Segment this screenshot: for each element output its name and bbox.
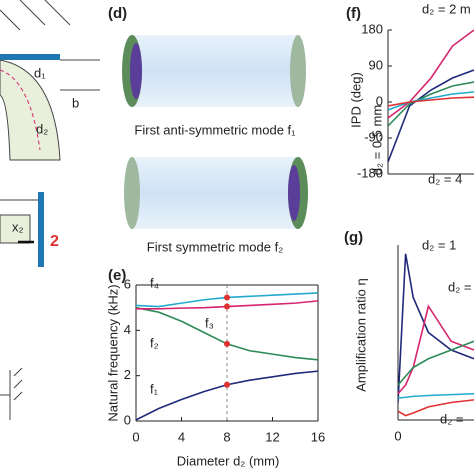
highlight-point: [224, 381, 230, 388]
x-tick-label: 0: [132, 429, 139, 444]
annotation: f₄: [150, 275, 159, 290]
series-line: [398, 253, 474, 403]
x-tick-label: 12: [265, 429, 279, 444]
annotation: d₂ = 2 m: [422, 1, 471, 16]
series-line: [388, 29, 474, 119]
schematic-label: 2: [50, 233, 59, 250]
series-line: [388, 69, 474, 163]
schematic-label: d₂: [36, 121, 48, 136]
annotation: f₂: [150, 335, 159, 350]
panel-label: (g): [344, 229, 363, 246]
y-tick-label: 2: [124, 367, 131, 382]
y-tick-label: 0: [376, 93, 383, 108]
annotation: d₂ =: [440, 411, 463, 426]
y-tick-label: 0: [124, 412, 131, 427]
series-line: [388, 96, 474, 107]
annotation: d₂ = 4: [428, 171, 462, 186]
annotation: d₂ = 0.5 mm: [369, 105, 384, 175]
annotation: f₁: [150, 381, 159, 396]
annotation: d₂ =: [448, 279, 471, 294]
schematic-label: d₁: [34, 65, 46, 80]
series-line: [398, 392, 474, 399]
highlight-point: [224, 340, 230, 347]
y-tick-label: -180: [357, 165, 383, 180]
annotation: d₂ = 1: [422, 237, 456, 252]
panel-label: (d): [108, 5, 127, 22]
y-tick-label: -90: [364, 129, 383, 144]
x-tick-label: 0: [394, 428, 401, 443]
panel-label: (e): [108, 267, 126, 284]
x-tick-label: 4: [178, 429, 185, 444]
highlight-point: [224, 294, 230, 301]
annotation: f₃: [205, 315, 214, 330]
panel-label: (f): [346, 5, 361, 22]
series-line: [398, 304, 474, 395]
y-axis-label: IPD (deg): [348, 72, 363, 128]
y-axis-label: Natural frequency (kHz): [105, 284, 120, 421]
caption: First anti-symmetric mode f₁: [134, 122, 296, 137]
caption: First symmetric mode f₂: [147, 239, 284, 254]
y-tick-label: 6: [124, 276, 131, 291]
y-tick-label: 90: [369, 57, 383, 72]
y-axis-label: Amplification ratio η: [353, 278, 368, 391]
y-tick-label: 4: [124, 322, 131, 337]
schematic-label: b: [72, 95, 79, 110]
schematic-label: x₂: [12, 219, 24, 234]
x-axis-label: Diameter d₂ (mm): [177, 453, 280, 468]
series-line: [388, 91, 474, 111]
series-line: [388, 81, 474, 127]
y-tick-label: 180: [361, 21, 383, 36]
x-tick-label: 8: [223, 429, 230, 444]
series-line: [398, 399, 474, 417]
series-line: [398, 340, 474, 386]
mode-image: [122, 35, 308, 229]
highlight-point: [224, 303, 230, 310]
schematic: [0, 0, 100, 420]
x-tick-label: 16: [311, 429, 325, 444]
